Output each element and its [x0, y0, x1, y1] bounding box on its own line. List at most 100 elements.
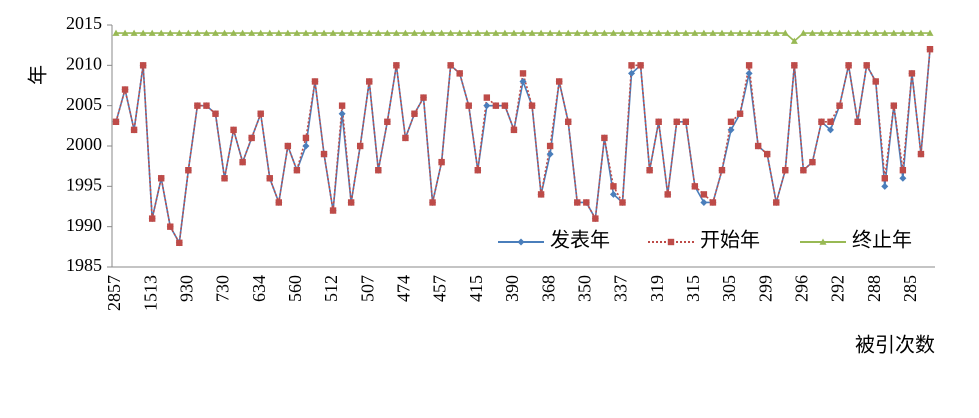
point [375, 167, 382, 174]
point [573, 29, 581, 36]
point [420, 29, 428, 36]
point [845, 29, 853, 36]
point [429, 29, 437, 36]
point [926, 29, 934, 36]
point [130, 126, 138, 134]
point [582, 29, 590, 36]
point [583, 199, 590, 206]
point [727, 126, 735, 134]
point [230, 126, 237, 134]
point [112, 118, 120, 125]
point [465, 102, 472, 109]
y-tick-label: 1990 [66, 215, 102, 235]
point [492, 29, 500, 36]
point [392, 29, 400, 36]
point [700, 29, 708, 36]
point [908, 29, 916, 36]
x-tick-label: 292 [828, 275, 848, 302]
point [537, 191, 545, 198]
point [745, 29, 753, 36]
point [275, 29, 283, 36]
y-tick-label: 1995 [66, 174, 102, 194]
point [546, 29, 554, 36]
point [917, 29, 925, 36]
point [175, 29, 183, 36]
x-tick-label: 474 [394, 275, 414, 302]
point [167, 223, 174, 230]
point [537, 29, 545, 36]
point [356, 29, 364, 36]
point [764, 150, 771, 158]
x-tick-label: 319 [647, 275, 667, 302]
y-tick-label: 2010 [66, 53, 102, 73]
x-tick-label: 415 [466, 275, 486, 302]
point [881, 182, 889, 190]
point [609, 190, 617, 198]
point [854, 29, 862, 36]
point [555, 78, 563, 85]
legend-label: 开始年 [700, 229, 760, 252]
point [618, 29, 626, 36]
x-tick-label: 560 [285, 275, 305, 302]
point [827, 29, 835, 36]
point [211, 29, 219, 36]
point [302, 29, 310, 36]
point [347, 199, 355, 206]
x-tick-label: 296 [792, 275, 812, 302]
point [890, 29, 898, 36]
point [781, 29, 789, 36]
point [899, 29, 907, 36]
point [257, 29, 265, 36]
point [239, 158, 246, 166]
y-tick-label: 1985 [66, 255, 102, 275]
point [374, 29, 382, 36]
point [492, 102, 500, 109]
point [148, 215, 156, 222]
point [800, 167, 807, 174]
x-tick-label: 730 [213, 275, 233, 302]
point [872, 78, 879, 85]
x-tick-label: 368 [538, 275, 558, 302]
point [121, 29, 129, 36]
point [447, 29, 455, 36]
point [338, 110, 346, 118]
point [564, 29, 572, 36]
point [447, 62, 454, 69]
point [863, 29, 871, 36]
point [519, 77, 527, 85]
point [347, 29, 355, 36]
point [818, 118, 825, 125]
point [836, 102, 843, 109]
point [600, 29, 608, 36]
legend: 发表年 开始年 终止年 [492, 229, 932, 255]
point [609, 29, 617, 36]
point [727, 118, 735, 125]
point [410, 29, 418, 36]
point [320, 150, 328, 158]
point [384, 118, 391, 125]
x-tick-label: 337 [611, 275, 631, 302]
point [311, 29, 319, 36]
point [510, 29, 518, 36]
point [284, 29, 292, 36]
point [863, 62, 870, 69]
point [248, 29, 256, 36]
legend-label: 终止年 [852, 229, 912, 252]
legend-marker [819, 238, 827, 245]
point [827, 118, 834, 125]
point [881, 175, 888, 182]
point [610, 183, 617, 190]
point [628, 62, 635, 69]
point [664, 29, 672, 36]
point [338, 29, 346, 36]
x-axis-label: 被引次数 [855, 334, 935, 357]
point [637, 62, 644, 69]
point [736, 110, 744, 117]
point [393, 62, 400, 69]
x-tick-label: 390 [502, 275, 522, 302]
point [202, 29, 210, 36]
point [899, 174, 907, 182]
point [401, 29, 409, 36]
x-tick-label: 512 [321, 275, 341, 302]
point [148, 29, 156, 36]
